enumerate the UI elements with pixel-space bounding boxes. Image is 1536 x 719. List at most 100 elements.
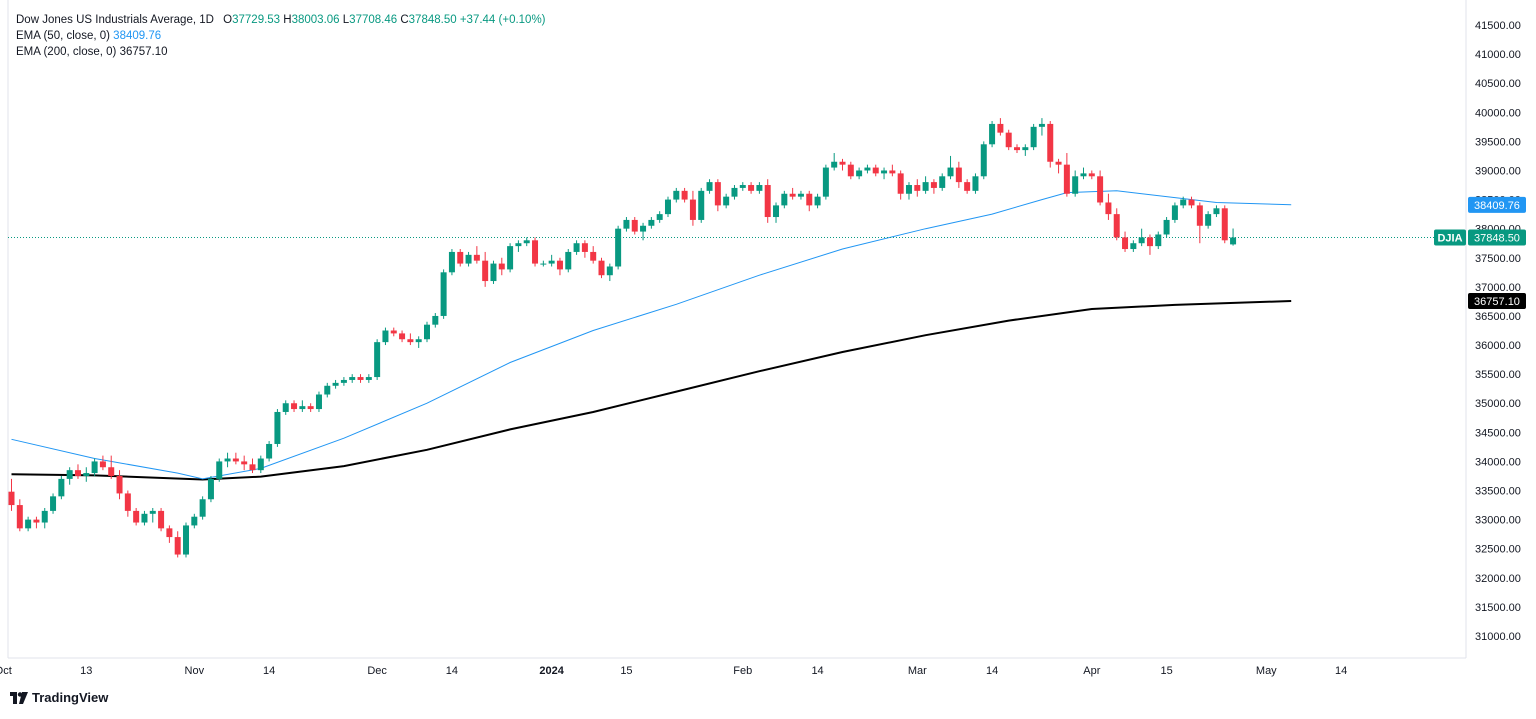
candle-body	[266, 443, 273, 459]
candle-body	[357, 377, 364, 380]
candle	[1130, 240, 1137, 252]
price-value-text: 38409.76	[1474, 200, 1520, 212]
candle-body	[149, 510, 156, 514]
candle-body	[540, 263, 547, 265]
candle	[573, 240, 580, 255]
candle-body	[465, 254, 472, 264]
candle	[473, 246, 480, 264]
candle	[91, 458, 98, 476]
candle	[291, 400, 298, 412]
candle	[822, 164, 829, 200]
candle	[955, 161, 962, 188]
candle	[789, 187, 796, 200]
y-tick-label: 40500.00	[1475, 78, 1521, 90]
candle-body	[1221, 208, 1228, 241]
candle-body	[1196, 205, 1203, 226]
price-value-box	[1468, 292, 1526, 309]
candle	[532, 237, 539, 267]
legend-ema200-row[interactable]: EMA (200, close, 0) 36757.10	[16, 44, 546, 60]
candle-body	[689, 199, 696, 220]
candle	[856, 167, 863, 180]
candle-body	[706, 182, 713, 191]
candle-body	[108, 467, 115, 476]
candle	[207, 475, 214, 503]
candle	[133, 507, 140, 526]
candle	[158, 507, 165, 532]
brand-name: TradingView	[32, 690, 109, 705]
candle-body	[41, 510, 48, 523]
y-tick-label: 32500.00	[1475, 544, 1521, 556]
candle-body	[216, 461, 223, 479]
candle	[590, 246, 597, 264]
candle-body	[50, 496, 57, 511]
candle	[756, 182, 763, 194]
candle	[1196, 202, 1203, 244]
candle	[606, 263, 613, 282]
candle-body	[556, 260, 563, 270]
x-tick-label: Nov	[185, 665, 205, 677]
candle	[698, 187, 705, 223]
candle-body	[606, 266, 613, 276]
candle-body	[947, 167, 954, 177]
candle	[241, 455, 248, 471]
candle-body	[789, 193, 796, 197]
candle-body	[498, 263, 505, 270]
candle	[1022, 144, 1029, 156]
candle	[149, 507, 156, 523]
ema50-price-label: 38409.76	[1468, 196, 1526, 213]
candle-body	[1072, 176, 1079, 194]
tradingview-brand[interactable]: TradingView	[10, 690, 108, 705]
candle	[440, 269, 447, 319]
candle	[1138, 228, 1145, 247]
candle-body	[207, 478, 214, 500]
candle	[66, 467, 73, 485]
candle-body	[773, 205, 780, 218]
candle	[498, 257, 505, 276]
y-tick-label: 34000.00	[1475, 456, 1521, 468]
candle-body	[997, 123, 1004, 133]
y-tick-label: 31500.00	[1475, 602, 1521, 614]
candles	[8, 118, 1237, 558]
candle	[997, 118, 1004, 136]
candle	[773, 202, 780, 223]
x-tick-label: Oct	[0, 665, 12, 677]
candle-body	[1171, 205, 1178, 220]
y-tick-label: 39500.00	[1475, 136, 1521, 148]
candle	[116, 470, 123, 500]
candle-body	[698, 190, 705, 220]
candle	[390, 327, 397, 337]
candle	[847, 161, 854, 180]
candle-body	[415, 339, 422, 343]
candle-body	[1063, 164, 1070, 194]
candle	[964, 179, 971, 194]
candle-body	[914, 185, 921, 191]
ema200-line	[11, 300, 1292, 481]
candle	[1047, 121, 1054, 168]
ema50-line	[11, 190, 1292, 480]
candle-body	[299, 406, 306, 410]
candle	[424, 321, 430, 343]
candle	[415, 336, 422, 348]
candle-body	[1097, 176, 1104, 203]
legend-ema50-row[interactable]: EMA (50, close, 0) 38409.76	[16, 28, 546, 44]
candle-body	[656, 214, 663, 220]
candle-body	[25, 519, 32, 529]
candle	[74, 464, 81, 479]
candle	[191, 513, 198, 529]
legend-ema50-value: 38409.76	[113, 30, 162, 42]
candle	[232, 452, 239, 465]
candle	[631, 217, 638, 235]
candle-body	[424, 324, 430, 340]
candle-body	[922, 182, 929, 191]
candle	[1080, 167, 1087, 180]
candle-body	[224, 458, 231, 462]
candle-body	[930, 182, 937, 188]
candle	[615, 225, 622, 270]
candle	[407, 333, 414, 346]
x-tick-label: 14	[986, 665, 998, 677]
legend-ema200-value: 36757.10	[119, 46, 168, 58]
candle	[299, 400, 306, 412]
candle	[515, 240, 522, 252]
